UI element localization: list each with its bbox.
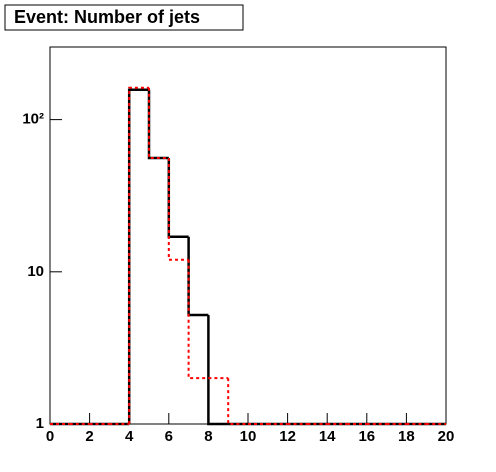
x-tick-label: 6 xyxy=(165,428,173,445)
x-tick-label: 20 xyxy=(438,428,455,445)
x-tick-label: 18 xyxy=(398,428,415,445)
histogram-bin xyxy=(127,88,149,424)
y-tick-label: 1 xyxy=(36,415,44,432)
histogram-bin xyxy=(167,157,189,238)
title-box xyxy=(4,4,244,31)
chart-title: Event: Number of jets xyxy=(14,7,200,27)
x-tick-label: 4 xyxy=(125,428,134,445)
histogram-bin xyxy=(147,89,169,160)
x-tick-label: 8 xyxy=(204,428,212,445)
histogram-bin xyxy=(167,157,189,261)
x-tick-label: 0 xyxy=(46,428,54,445)
histogram-bin xyxy=(227,378,248,425)
x-tick-label: 12 xyxy=(279,428,296,445)
y-tick-label: 10 xyxy=(27,263,44,280)
histogram-bin xyxy=(148,87,169,159)
histogram-bin xyxy=(207,315,229,426)
histogram-bin xyxy=(128,86,149,424)
plot-frame xyxy=(49,46,447,425)
histogram-bin xyxy=(187,259,209,380)
x-tick-label: 16 xyxy=(358,428,375,445)
y-tick-label: 10² xyxy=(22,111,44,128)
x-tick-label: 10 xyxy=(240,428,257,445)
x-tick-label: 14 xyxy=(319,428,336,445)
x-tick-label: 2 xyxy=(85,428,93,445)
histogram-bin xyxy=(187,236,209,317)
